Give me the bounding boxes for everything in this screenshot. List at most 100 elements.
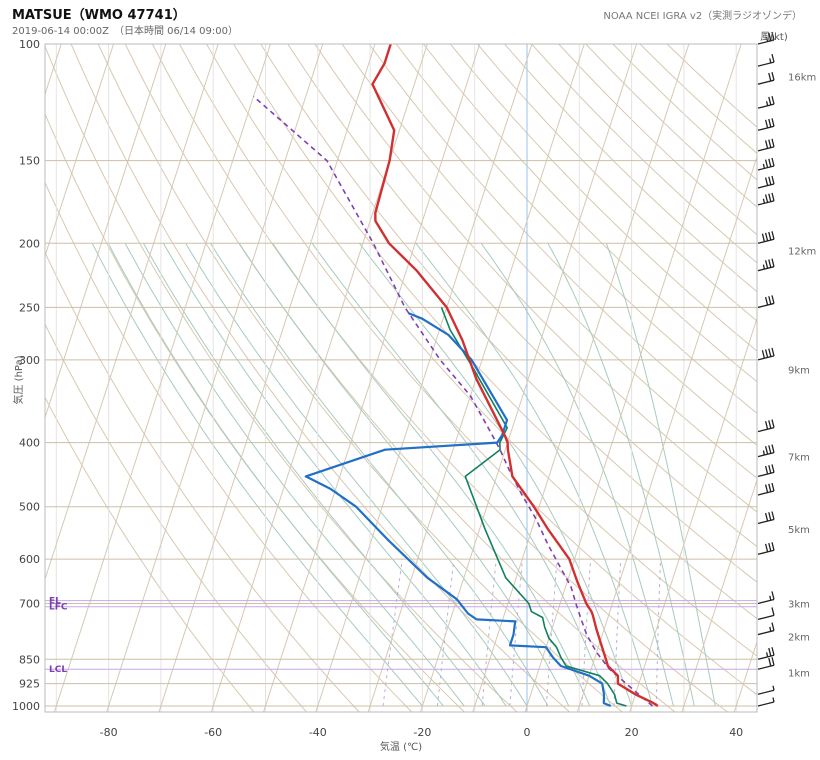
- barb-staff: [757, 165, 775, 171]
- y-tick-label: 200: [19, 237, 40, 250]
- isotherm: [524, 44, 742, 712]
- barb-feather: [764, 194, 769, 203]
- barb-feather: [764, 543, 769, 553]
- mixing-ratio-line: [436, 559, 455, 707]
- wind-barb: [757, 157, 775, 171]
- dry-adiabat: [666, 44, 757, 128]
- wind-barb: [757, 657, 775, 670]
- y-tick-label: 500: [19, 501, 40, 514]
- barb-feather: [768, 158, 772, 167]
- isotherm: [315, 44, 533, 712]
- altitude-labels: 16km 12km 9km 7km 5km 3km 2km 1km: [788, 73, 816, 680]
- altitude-label: 2km: [788, 632, 810, 643]
- barb-staff: [757, 426, 775, 433]
- wind-barb: [757, 622, 775, 636]
- moist-adiabat: [605, 243, 716, 707]
- y-tick-label: 925: [19, 678, 40, 691]
- barb-staff: [757, 549, 775, 555]
- barb-feather: [764, 119, 769, 129]
- y-tick-label: 850: [19, 653, 40, 666]
- y-tick-label: 150: [19, 155, 40, 168]
- altitude-label: 16km: [788, 73, 816, 84]
- barb-staff: [757, 451, 775, 458]
- barb-feather: [771, 647, 775, 656]
- barb-half-feather: [772, 697, 775, 703]
- barb-staff: [757, 518, 775, 525]
- isotherm: [45, 44, 115, 258]
- barb-feather: [764, 177, 769, 186]
- mixing-ratio-line: [613, 559, 622, 707]
- barb-feather: [768, 348, 772, 357]
- dry-adiabat: [422, 44, 757, 383]
- barb-feather: [768, 483, 772, 492]
- barb-feather: [764, 232, 769, 242]
- dry-adiabat: [531, 44, 757, 264]
- x-tick-label: -60: [204, 726, 222, 739]
- barb-staff: [757, 654, 775, 660]
- barb-feather: [768, 420, 772, 429]
- barb-feather: [764, 140, 769, 149]
- mixing-ratio-line: [581, 559, 592, 707]
- barb-feather: [771, 53, 775, 63]
- moist-adiabat: [91, 243, 423, 707]
- dry-adiabat: [45, 45, 518, 712]
- barb-feather: [764, 421, 769, 430]
- temperature-line: [371, 44, 659, 707]
- barb-staff: [757, 146, 775, 152]
- wind-barb: [757, 464, 775, 478]
- isotherm: [0, 29, 14, 720]
- altitude-label: 5km: [788, 525, 810, 536]
- barb-feather: [771, 482, 775, 492]
- level-label: LFC: [49, 603, 68, 613]
- parcel-line: [252, 95, 654, 707]
- wind-barb: [757, 607, 775, 621]
- wind-barb: [757, 175, 775, 189]
- wind-barb: [757, 482, 775, 496]
- dry-adiabat: [45, 251, 360, 712]
- isotherm: [158, 44, 376, 712]
- isotherm: [419, 44, 638, 712]
- altitude-label: 3km: [788, 599, 810, 610]
- barb-half-feather: [772, 685, 775, 691]
- barb-half-feather: [769, 626, 772, 632]
- barb-feather: [771, 511, 775, 520]
- dry-adiabat: [395, 44, 757, 414]
- barb-staff: [757, 355, 775, 361]
- moist-adiabat: [162, 243, 507, 707]
- plot-frame: [44, 43, 758, 713]
- chart-title: MATSUE（WMO 47741）: [12, 8, 186, 23]
- barb-half-feather: [762, 264, 766, 270]
- isotherm: [629, 316, 757, 712]
- barb-feather: [771, 419, 775, 428]
- barb-staff: [757, 200, 775, 206]
- barb-feather: [764, 512, 769, 522]
- dry-adiabat: [45, 181, 413, 712]
- barb-staff: [757, 490, 775, 496]
- isotherm: [576, 155, 757, 712]
- barb-feather: [768, 647, 772, 657]
- barb-feather: [771, 231, 775, 240]
- level-label: LCL: [49, 665, 67, 675]
- barb-staff: [757, 125, 775, 131]
- barb-staff: [757, 79, 775, 85]
- barb-staff: [757, 238, 775, 244]
- barb-feather: [771, 591, 775, 600]
- barb-feather: [768, 512, 772, 521]
- barb-feather: [771, 657, 775, 666]
- barb-half-feather: [765, 36, 769, 42]
- barb-feather: [771, 444, 775, 453]
- y-tick-label: 1000: [12, 700, 40, 713]
- y-tick-label: 250: [19, 301, 40, 314]
- dry-adiabat: [585, 44, 757, 208]
- wind-barbs: [757, 31, 775, 707]
- barb-half-feather: [762, 163, 766, 169]
- background-lines: [0, 29, 757, 720]
- wind-barb: [757, 95, 775, 109]
- barb-feather: [768, 465, 772, 474]
- moist-adiabat: [480, 243, 674, 707]
- barb-staff: [757, 689, 775, 695]
- altitude-label: 7km: [788, 453, 810, 464]
- barb-staff: [757, 103, 775, 109]
- barb-feather: [768, 176, 772, 185]
